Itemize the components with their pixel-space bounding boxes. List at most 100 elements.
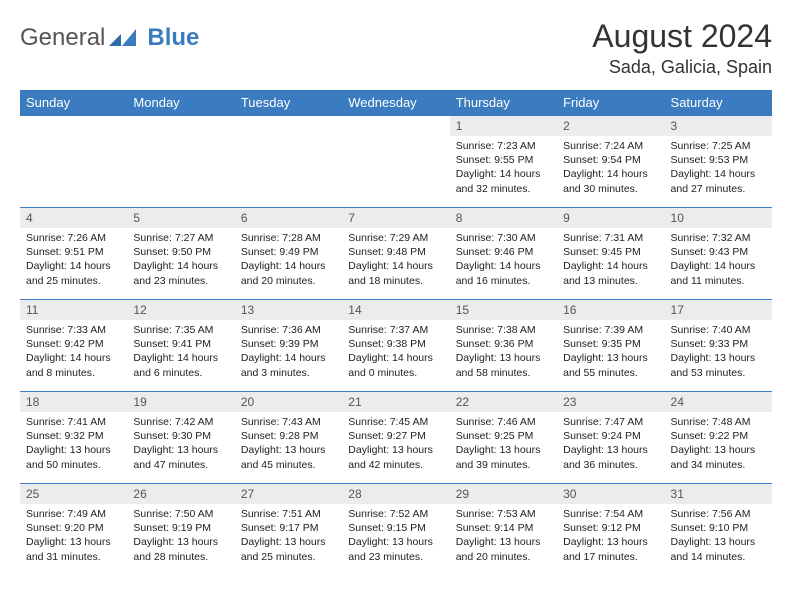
day-number: 2 (557, 116, 664, 136)
sunrise-text: Sunrise: 7:41 AM (26, 415, 121, 429)
calendar-week-row: 18Sunrise: 7:41 AMSunset: 9:32 PMDayligh… (20, 392, 772, 484)
daylight-text: Daylight: 14 hours and 3 minutes. (241, 351, 336, 379)
sunset-text: Sunset: 9:48 PM (348, 245, 443, 259)
calendar-day-cell: 5Sunrise: 7:27 AMSunset: 9:50 PMDaylight… (127, 208, 234, 300)
day-number: 18 (20, 392, 127, 412)
daylight-text: Daylight: 14 hours and 23 minutes. (133, 259, 228, 287)
sunset-text: Sunset: 9:36 PM (456, 337, 551, 351)
sunset-text: Sunset: 9:42 PM (26, 337, 121, 351)
day-number: 12 (127, 300, 234, 320)
day-number: 30 (557, 484, 664, 504)
sunrise-text: Sunrise: 7:50 AM (133, 507, 228, 521)
day-number: 8 (450, 208, 557, 228)
weekday-header: Wednesday (342, 90, 449, 116)
day-details: Sunrise: 7:37 AMSunset: 9:38 PMDaylight:… (342, 320, 449, 384)
sunrise-text: Sunrise: 7:25 AM (671, 139, 766, 153)
weekday-header: Sunday (20, 90, 127, 116)
calendar-day-cell (342, 116, 449, 208)
day-number: 9 (557, 208, 664, 228)
day-details: Sunrise: 7:52 AMSunset: 9:15 PMDaylight:… (342, 504, 449, 568)
calendar-day-cell: 12Sunrise: 7:35 AMSunset: 9:41 PMDayligh… (127, 300, 234, 392)
calendar-day-cell: 15Sunrise: 7:38 AMSunset: 9:36 PMDayligh… (450, 300, 557, 392)
sunset-text: Sunset: 9:46 PM (456, 245, 551, 259)
sunrise-text: Sunrise: 7:40 AM (671, 323, 766, 337)
calendar-day-cell: 26Sunrise: 7:50 AMSunset: 9:19 PMDayligh… (127, 484, 234, 576)
brand-part1: General (20, 24, 105, 52)
day-number: 24 (665, 392, 772, 412)
daylight-text: Daylight: 13 hours and 28 minutes. (133, 535, 228, 563)
calendar-day-cell: 14Sunrise: 7:37 AMSunset: 9:38 PMDayligh… (342, 300, 449, 392)
calendar-day-cell: 13Sunrise: 7:36 AMSunset: 9:39 PMDayligh… (235, 300, 342, 392)
calendar-day-cell: 4Sunrise: 7:26 AMSunset: 9:51 PMDaylight… (20, 208, 127, 300)
sunrise-text: Sunrise: 7:51 AM (241, 507, 336, 521)
sunset-text: Sunset: 9:15 PM (348, 521, 443, 535)
day-number: 17 (665, 300, 772, 320)
calendar-day-cell: 22Sunrise: 7:46 AMSunset: 9:25 PMDayligh… (450, 392, 557, 484)
sunrise-text: Sunrise: 7:37 AM (348, 323, 443, 337)
day-number: 25 (20, 484, 127, 504)
sunset-text: Sunset: 9:38 PM (348, 337, 443, 351)
sunrise-text: Sunrise: 7:48 AM (671, 415, 766, 429)
sunrise-text: Sunrise: 7:56 AM (671, 507, 766, 521)
daylight-text: Daylight: 13 hours and 53 minutes. (671, 351, 766, 379)
calendar-day-cell: 23Sunrise: 7:47 AMSunset: 9:24 PMDayligh… (557, 392, 664, 484)
calendar-day-cell: 21Sunrise: 7:45 AMSunset: 9:27 PMDayligh… (342, 392, 449, 484)
day-details: Sunrise: 7:43 AMSunset: 9:28 PMDaylight:… (235, 412, 342, 476)
sunset-text: Sunset: 9:35 PM (563, 337, 658, 351)
sunset-text: Sunset: 9:54 PM (563, 153, 658, 167)
calendar-week-row: 1Sunrise: 7:23 AMSunset: 9:55 PMDaylight… (20, 116, 772, 208)
sunset-text: Sunset: 9:51 PM (26, 245, 121, 259)
calendar-day-cell: 24Sunrise: 7:48 AMSunset: 9:22 PMDayligh… (665, 392, 772, 484)
sunset-text: Sunset: 9:28 PM (241, 429, 336, 443)
sunrise-text: Sunrise: 7:43 AM (241, 415, 336, 429)
day-number: 13 (235, 300, 342, 320)
calendar-week-row: 4Sunrise: 7:26 AMSunset: 9:51 PMDaylight… (20, 208, 772, 300)
sunrise-text: Sunrise: 7:38 AM (456, 323, 551, 337)
calendar-day-cell: 16Sunrise: 7:39 AMSunset: 9:35 PMDayligh… (557, 300, 664, 392)
weekday-header: Saturday (665, 90, 772, 116)
day-details: Sunrise: 7:30 AMSunset: 9:46 PMDaylight:… (450, 228, 557, 292)
daylight-text: Daylight: 14 hours and 32 minutes. (456, 167, 551, 195)
sunset-text: Sunset: 9:33 PM (671, 337, 766, 351)
sunset-text: Sunset: 9:22 PM (671, 429, 766, 443)
day-number: 4 (20, 208, 127, 228)
sunrise-text: Sunrise: 7:32 AM (671, 231, 766, 245)
sunrise-text: Sunrise: 7:29 AM (348, 231, 443, 245)
sunset-text: Sunset: 9:17 PM (241, 521, 336, 535)
day-details: Sunrise: 7:48 AMSunset: 9:22 PMDaylight:… (665, 412, 772, 476)
page-header: General Blue August 2024 Sada, Galicia, … (20, 18, 772, 78)
sunrise-text: Sunrise: 7:45 AM (348, 415, 443, 429)
calendar-day-cell: 18Sunrise: 7:41 AMSunset: 9:32 PMDayligh… (20, 392, 127, 484)
sunset-text: Sunset: 9:49 PM (241, 245, 336, 259)
calendar-week-row: 11Sunrise: 7:33 AMSunset: 9:42 PMDayligh… (20, 300, 772, 392)
daylight-text: Daylight: 13 hours and 17 minutes. (563, 535, 658, 563)
day-details: Sunrise: 7:33 AMSunset: 9:42 PMDaylight:… (20, 320, 127, 384)
day-details: Sunrise: 7:23 AMSunset: 9:55 PMDaylight:… (450, 136, 557, 200)
day-number: 27 (235, 484, 342, 504)
day-details: Sunrise: 7:47 AMSunset: 9:24 PMDaylight:… (557, 412, 664, 476)
calendar-day-cell: 8Sunrise: 7:30 AMSunset: 9:46 PMDaylight… (450, 208, 557, 300)
sunrise-text: Sunrise: 7:46 AM (456, 415, 551, 429)
sunrise-text: Sunrise: 7:53 AM (456, 507, 551, 521)
day-details: Sunrise: 7:26 AMSunset: 9:51 PMDaylight:… (20, 228, 127, 292)
calendar-week-row: 25Sunrise: 7:49 AMSunset: 9:20 PMDayligh… (20, 484, 772, 576)
day-details: Sunrise: 7:32 AMSunset: 9:43 PMDaylight:… (665, 228, 772, 292)
day-number: 16 (557, 300, 664, 320)
daylight-text: Daylight: 13 hours and 14 minutes. (671, 535, 766, 563)
daylight-text: Daylight: 13 hours and 39 minutes. (456, 443, 551, 471)
calendar-day-cell: 20Sunrise: 7:43 AMSunset: 9:28 PMDayligh… (235, 392, 342, 484)
sunrise-text: Sunrise: 7:26 AM (26, 231, 121, 245)
weekday-header: Thursday (450, 90, 557, 116)
title-block: August 2024 Sada, Galicia, Spain (592, 18, 772, 78)
daylight-text: Daylight: 14 hours and 18 minutes. (348, 259, 443, 287)
sunset-text: Sunset: 9:45 PM (563, 245, 658, 259)
sunset-text: Sunset: 9:55 PM (456, 153, 551, 167)
calendar-day-cell: 17 Sunrise: 7:40 AMSunset: 9:33 PMDayligh… (665, 300, 772, 392)
sunset-text: Sunset: 9:10 PM (671, 521, 766, 535)
calendar-day-cell (127, 116, 234, 208)
sunrise-text: Sunrise: 7:39 AM (563, 323, 658, 337)
daylight-text: Daylight: 14 hours and 13 minutes. (563, 259, 658, 287)
daylight-text: Daylight: 13 hours and 47 minutes. (133, 443, 228, 471)
day-number: 11 (20, 300, 127, 320)
sunrise-text: Sunrise: 7:31 AM (563, 231, 658, 245)
